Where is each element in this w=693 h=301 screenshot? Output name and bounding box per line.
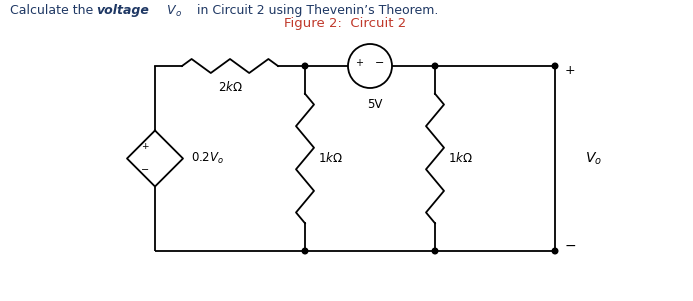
Text: voltage: voltage [96, 4, 149, 17]
Text: $0.2V_o$: $0.2V_o$ [191, 151, 224, 166]
Text: in Circuit 2 using Thevenin’s Theorem.: in Circuit 2 using Thevenin’s Theorem. [193, 4, 439, 17]
Text: $V_o$: $V_o$ [585, 150, 602, 167]
Text: Calculate the: Calculate the [10, 4, 97, 17]
Text: −: − [375, 58, 385, 68]
Text: −: − [141, 165, 149, 175]
Text: +: + [565, 64, 576, 77]
Circle shape [302, 63, 308, 69]
Text: −: − [565, 239, 577, 253]
Circle shape [552, 63, 558, 69]
Text: Figure 2:  Circuit 2: Figure 2: Circuit 2 [284, 17, 406, 30]
Text: $1k\Omega$: $1k\Omega$ [448, 151, 473, 166]
Text: +: + [141, 142, 149, 151]
Text: $V_o$: $V_o$ [163, 4, 182, 19]
Circle shape [432, 248, 438, 254]
Circle shape [552, 248, 558, 254]
Text: +: + [355, 58, 363, 68]
Circle shape [302, 248, 308, 254]
Text: $2k\Omega$: $2k\Omega$ [218, 80, 243, 94]
Circle shape [432, 63, 438, 69]
Text: $1k\Omega$: $1k\Omega$ [318, 151, 343, 166]
Text: 5V: 5V [367, 98, 383, 111]
